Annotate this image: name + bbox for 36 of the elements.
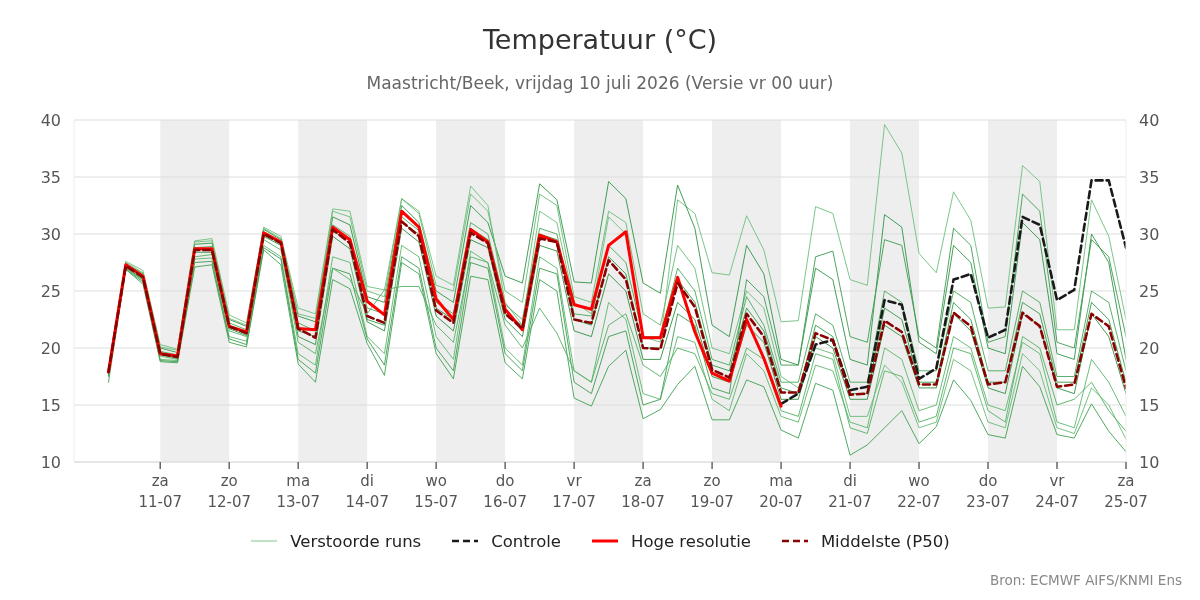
x-tick-label: ma 20-07 xyxy=(759,472,803,511)
x-tick-label: vr 17-07 xyxy=(552,472,596,511)
y2-tick-label: 20 xyxy=(1139,338,1160,358)
x-tick-label: zo 19-07 xyxy=(690,472,734,511)
legend-label: Verstoorde runs xyxy=(290,531,422,551)
x-tick-label: ma 13-07 xyxy=(276,472,320,511)
x-tick-label: zo 12-07 xyxy=(207,472,252,511)
x-tick-label: wo 22-07 xyxy=(897,472,941,511)
text: Bron: ECMWF AIFS/KNMI Ens xyxy=(989,571,1182,589)
x-tick-label: za 25-07 xyxy=(1104,472,1148,511)
x-tick-label: do 16-07 xyxy=(483,472,527,511)
x-tick-label: za 11-07 xyxy=(138,472,183,511)
y2-tick-label: 35 xyxy=(1139,167,1160,187)
y-tick-label: 35 xyxy=(40,167,61,187)
legend-label: Controle xyxy=(491,531,561,551)
x-tick-label: wo 15-07 xyxy=(414,472,458,511)
y-tick-label: 30 xyxy=(40,224,61,244)
x-tick-label: vr 24-07 xyxy=(1035,472,1079,511)
y-tick-label: 15 xyxy=(40,395,61,415)
x-tick-label: do 23-07 xyxy=(966,472,1010,511)
y2-tick-label: 40 xyxy=(1139,110,1160,130)
x-tick-label: za 18-07 xyxy=(621,472,665,511)
y2-tick-label: 25 xyxy=(1139,281,1160,301)
y2-tick-label: 30 xyxy=(1139,224,1160,244)
legend-label: Middelste (P50) xyxy=(820,531,950,551)
y2-tick-label: 10 xyxy=(1139,452,1160,472)
chart-title: Temperatuur (°C) xyxy=(481,23,719,57)
chart-subtitle: Maastricht/Beek, vrijdag 10 juli 2026 (Versie vr 00 uur) xyxy=(365,72,835,94)
y-tick-label: 10 xyxy=(40,452,61,472)
y-tick-label: 40 xyxy=(40,110,61,130)
x-tick-label: di 21-07 xyxy=(828,472,872,511)
legend-label: Hoge resolutie xyxy=(630,531,751,551)
y-tick-label: 25 xyxy=(40,281,61,301)
y2-tick-label: 15 xyxy=(1139,395,1160,415)
y-tick-label: 20 xyxy=(40,338,61,358)
x-tick-label: di 14-07 xyxy=(345,472,389,511)
